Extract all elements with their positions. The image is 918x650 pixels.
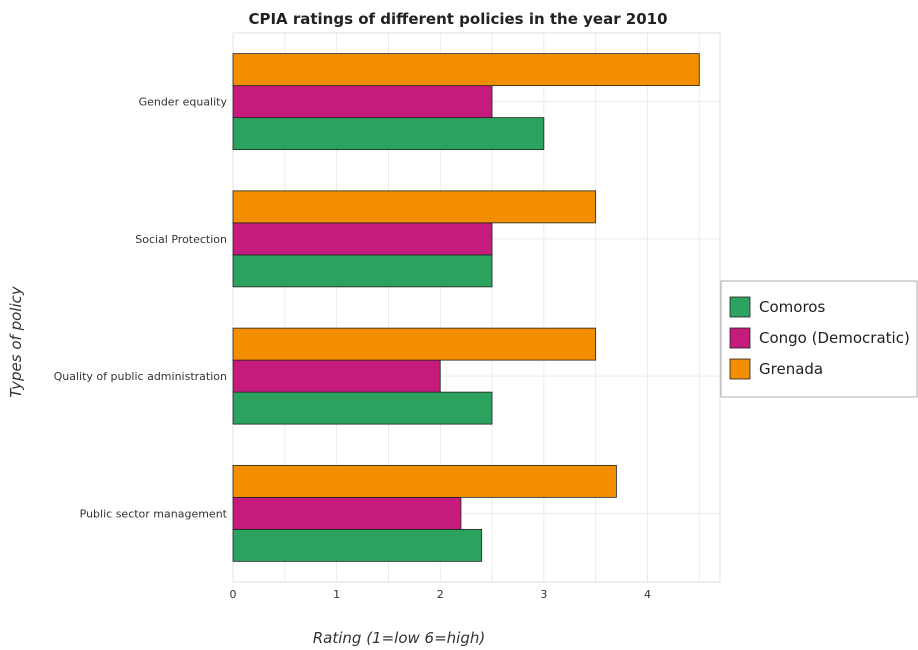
bar-congo-democratic-4	[232, 496, 462, 530]
legend-box	[720, 280, 918, 398]
x-tick-label: 3	[540, 588, 547, 601]
y-tick-label: Quality of public administration	[54, 370, 227, 383]
bar-congo-democratic-2	[232, 222, 493, 256]
y-tick-label: Social Protection	[135, 233, 227, 246]
bar-grenada-4	[232, 464, 617, 498]
x-tick-label: 1	[333, 588, 340, 601]
legend-swatch	[729, 358, 751, 380]
bar-grenada-3	[232, 327, 597, 361]
y-tick-label: Gender equality	[139, 96, 228, 109]
bar-comoros-2	[232, 254, 493, 288]
legend-swatch	[729, 327, 751, 349]
bar-congo-democratic-3	[232, 359, 441, 393]
bar-comoros-4	[232, 528, 483, 562]
y-tick-labels: Gender equality Social Protection Quality …	[54, 96, 228, 521]
x-axis-title: Rating (1=low 6=high)	[313, 629, 485, 647]
x-tick-labels: 0 1 2 3 4	[230, 588, 651, 601]
bar-comoros-3	[232, 391, 493, 425]
legend: Comoros Congo (Democratic) Grenada	[720, 280, 918, 398]
bar-comoros-1	[232, 117, 545, 151]
bar-grenada-2	[232, 190, 597, 224]
x-tick-label: 4	[644, 588, 651, 601]
chart-title: CPIA ratings of different policies in th…	[248, 10, 667, 28]
legend-label: Grenada	[759, 360, 823, 378]
bar-grenada-1	[232, 53, 700, 87]
bars	[232, 53, 700, 562]
legend-label: Congo (Democratic)	[759, 329, 910, 347]
legend-swatch	[729, 296, 751, 318]
legend-label: Comoros	[759, 298, 825, 316]
bar-congo-democratic-1	[232, 85, 493, 119]
x-tick-label: 0	[230, 588, 237, 601]
y-axis-title: Types of policy	[7, 285, 25, 398]
y-tick-label: Public sector management	[80, 507, 228, 520]
x-tick-label: 2	[437, 588, 444, 601]
